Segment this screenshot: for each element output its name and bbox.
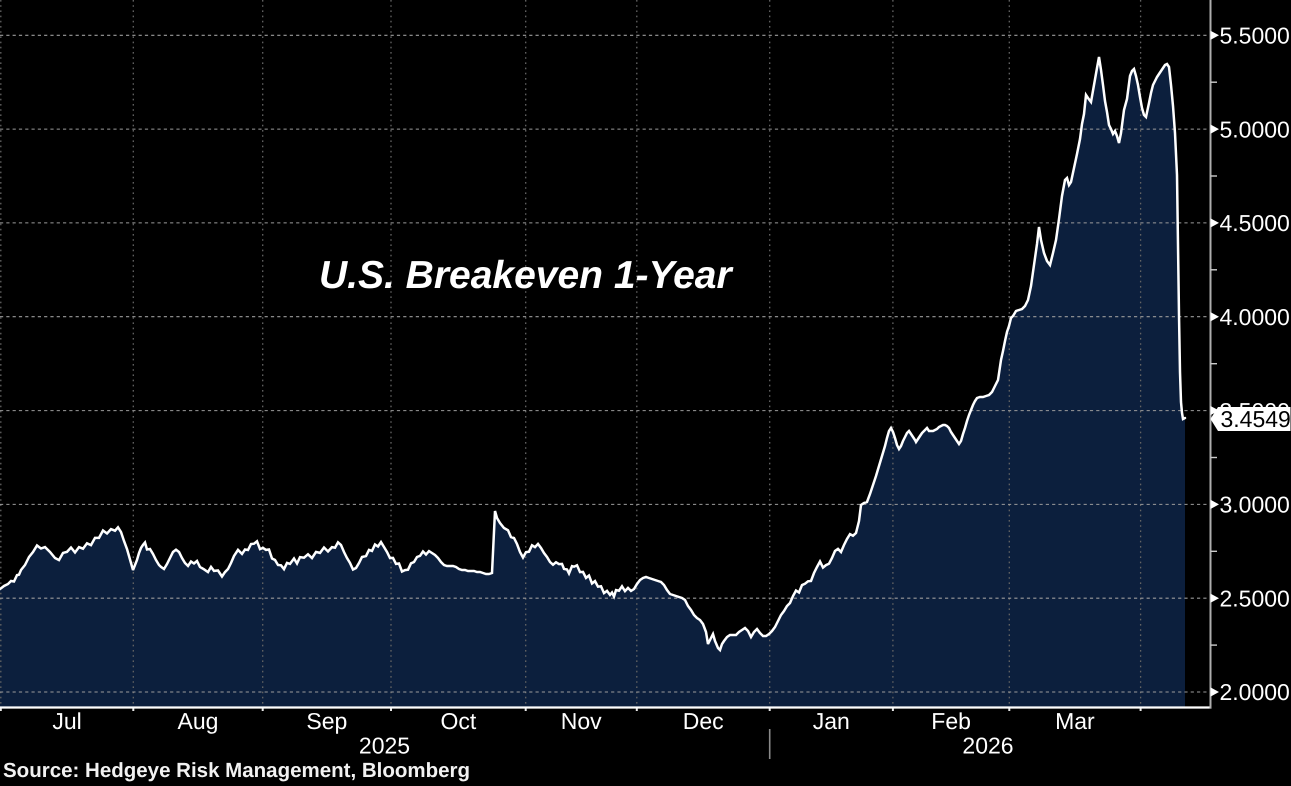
svg-text:Oct: Oct — [441, 708, 477, 734]
svg-text:Feb: Feb — [931, 708, 971, 734]
svg-text:4.0000: 4.0000 — [1220, 304, 1290, 330]
svg-text:Nov: Nov — [561, 708, 602, 734]
svg-text:3.4549: 3.4549 — [1221, 406, 1291, 432]
svg-text:5.5000: 5.5000 — [1220, 23, 1290, 49]
svg-text:Source: Hedgeye Risk Managemen: Source: Hedgeye Risk Management, Bloombe… — [3, 759, 470, 782]
svg-text:2.0000: 2.0000 — [1220, 679, 1290, 705]
svg-text:2025: 2025 — [359, 733, 410, 759]
svg-text:U.S. Breakeven 1-Year: U.S. Breakeven 1-Year — [319, 254, 733, 297]
svg-text:2026: 2026 — [962, 733, 1013, 759]
svg-text:Jan: Jan — [813, 708, 850, 734]
svg-text:Mar: Mar — [1055, 708, 1095, 734]
svg-text:Jul: Jul — [52, 708, 81, 734]
svg-text:4.5000: 4.5000 — [1220, 210, 1290, 236]
svg-text:5.0000: 5.0000 — [1220, 116, 1290, 142]
svg-text:3.0000: 3.0000 — [1220, 492, 1290, 518]
svg-text:2.5000: 2.5000 — [1220, 585, 1290, 611]
svg-text:Dec: Dec — [683, 708, 724, 734]
svg-text:Sep: Sep — [306, 708, 347, 734]
svg-text:Aug: Aug — [178, 708, 219, 734]
